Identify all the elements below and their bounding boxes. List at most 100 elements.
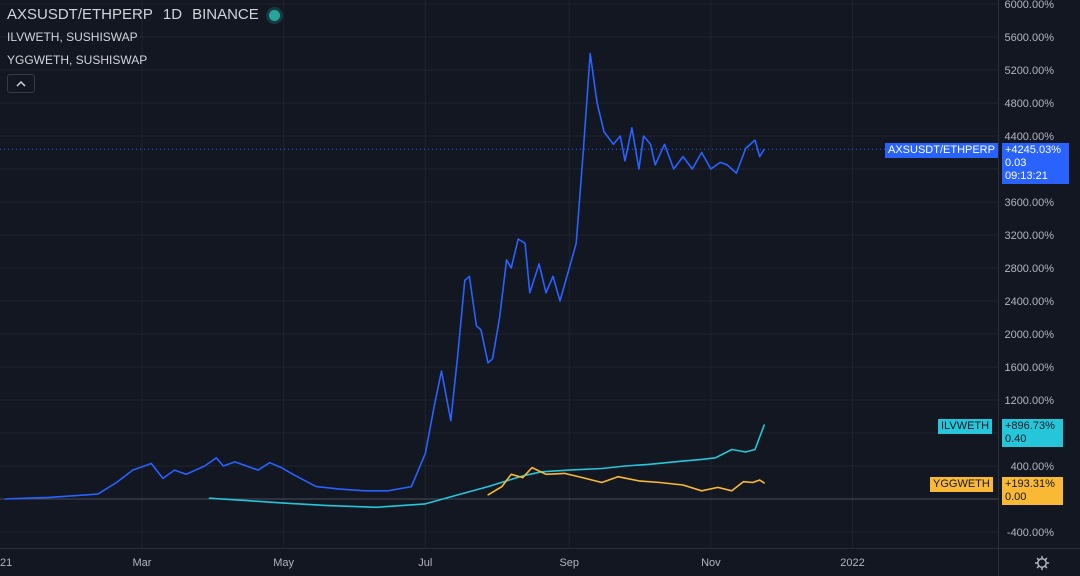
x-tick-label: Mar: [133, 557, 152, 569]
data-point: [752, 481, 754, 484]
legend-interval[interactable]: 1D: [162, 6, 183, 23]
data-point: [603, 131, 605, 133]
data-point: [97, 493, 99, 495]
data-point: [763, 424, 765, 426]
data-point: [480, 329, 482, 331]
data-point: [115, 481, 118, 484]
legend-exchange[interactable]: BINANCE: [192, 6, 259, 23]
y-tick-label: 400.00%: [1011, 461, 1055, 473]
data-point: [499, 316, 501, 319]
data-point: [510, 473, 512, 475]
x-tick-label: Sep: [559, 557, 579, 569]
data-point: [410, 486, 412, 488]
data-point: [619, 135, 621, 137]
data-point: [4, 498, 6, 500]
legend-main-row[interactable]: AXSUSDT/ETHPERP 1D BINANCE: [7, 4, 280, 26]
data-point: [710, 168, 712, 170]
data-point: [538, 263, 540, 265]
data-point: [132, 469, 134, 471]
y-tick-label: 4800.00%: [1004, 98, 1054, 110]
y-tick-label: 2400.00%: [1004, 296, 1054, 308]
ilv-symbol-badge[interactable]: ILVWETH: [938, 419, 993, 434]
data-point: [185, 473, 187, 475]
x-tick-label: May: [273, 557, 294, 569]
ilv-value-badge[interactable]: +896.73% 0.40: [1002, 419, 1063, 447]
data-point: [487, 494, 489, 496]
market-status-icon: [268, 9, 280, 21]
data-point: [510, 267, 512, 269]
data-point: [364, 490, 366, 492]
data-point: [25, 497, 27, 499]
data-point: [457, 354, 459, 356]
data-point: [663, 143, 666, 145]
data-point: [754, 448, 756, 451]
data-point: [487, 486, 489, 488]
data-point: [434, 403, 436, 405]
data-point: [162, 477, 164, 479]
data-point: [643, 135, 645, 137]
data-point: [735, 172, 738, 174]
y-tick-label: 2000.00%: [1004, 329, 1054, 341]
ygg-value-badge[interactable]: +193.31% 0.00: [1002, 477, 1063, 505]
data-point: [726, 164, 728, 166]
data-point: [464, 279, 466, 281]
data-point: [531, 467, 533, 469]
data-point: [173, 469, 176, 471]
data-point: [245, 500, 248, 502]
data-point: [48, 496, 50, 498]
data-point: [424, 453, 426, 455]
series-line-yggweth[interactable]: [487, 466, 765, 496]
data-point: [596, 102, 598, 104]
axs-value-badge[interactable]: +4245.03% 0.03 09:13:21: [1002, 143, 1069, 184]
data-point: [612, 143, 615, 145]
data-point: [492, 358, 494, 360]
y-tick-label: 3600.00%: [1004, 197, 1054, 209]
y-tick-label: 2800.00%: [1004, 263, 1054, 275]
data-point: [517, 238, 519, 240]
data-point: [731, 448, 733, 451]
data-point: [552, 275, 554, 277]
data-point: [545, 292, 547, 294]
legend-series2[interactable]: ILVWETH, SUSHISWAP: [7, 30, 138, 44]
data-point: [601, 467, 603, 470]
data-point: [475, 325, 477, 327]
data-point: [450, 420, 452, 422]
data-point: [731, 490, 733, 492]
y-tick-label: 6000.00%: [1004, 0, 1054, 11]
ygg-price-label: 0.00: [1005, 491, 1027, 503]
data-point: [315, 486, 317, 488]
data-point: [682, 460, 684, 462]
settings-icon[interactable]: [1034, 555, 1050, 571]
collapse-legend-button[interactable]: [7, 74, 35, 93]
axs-symbol-badge[interactable]: AXSUSDT/ETHPERP: [885, 143, 998, 158]
data-point: [559, 300, 561, 302]
data-point: [701, 151, 703, 154]
data-point: [487, 362, 489, 364]
data-point: [682, 484, 684, 486]
data-point: [654, 164, 656, 166]
data-point: [501, 486, 503, 488]
data-point: [74, 495, 76, 497]
data-point: [529, 292, 531, 294]
data-point: [545, 473, 547, 475]
data-point: [564, 472, 566, 474]
data-point: [387, 490, 389, 492]
data-point: [763, 482, 765, 484]
legend-series3[interactable]: YGGWETH, SUSHISWAP: [7, 53, 148, 67]
data-point: [283, 502, 285, 504]
data-point: [524, 242, 526, 244]
ygg-symbol-badge[interactable]: YGGWETH: [930, 477, 993, 492]
data-point: [589, 52, 591, 55]
data-point: [440, 370, 443, 372]
data-point: [269, 462, 271, 464]
legend-main-symbol[interactable]: AXSUSDT/ETHPERP: [7, 6, 153, 23]
series-line-axsusdt-ethperp[interactable]: [4, 52, 765, 500]
data-point: [601, 481, 603, 484]
x-tick-label: Nov: [701, 557, 721, 569]
data-point: [691, 168, 693, 170]
data-point: [682, 156, 684, 158]
series-line-ilvweth[interactable]: [209, 424, 766, 509]
